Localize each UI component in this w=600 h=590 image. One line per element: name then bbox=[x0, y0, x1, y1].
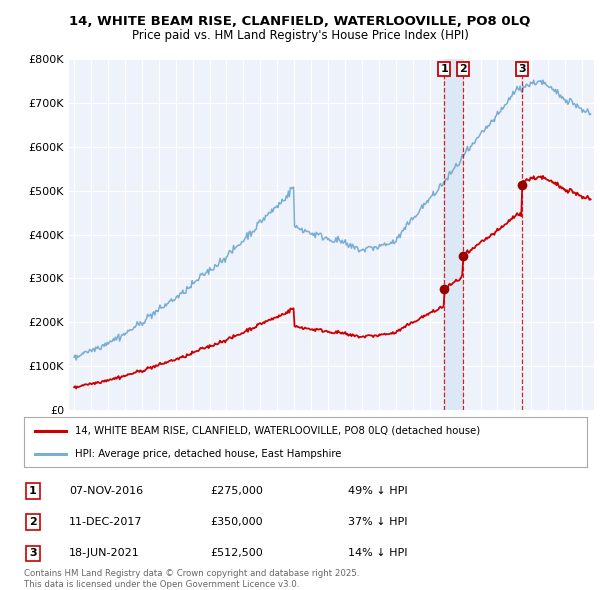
Text: £512,500: £512,500 bbox=[210, 549, 263, 558]
Text: Contains HM Land Registry data © Crown copyright and database right 2025.
This d: Contains HM Land Registry data © Crown c… bbox=[24, 569, 359, 589]
Text: 37% ↓ HPI: 37% ↓ HPI bbox=[348, 517, 407, 527]
Text: £275,000: £275,000 bbox=[210, 486, 263, 496]
Text: 3: 3 bbox=[518, 64, 526, 74]
Text: HPI: Average price, detached house, East Hampshire: HPI: Average price, detached house, East… bbox=[74, 449, 341, 459]
Text: 1: 1 bbox=[440, 64, 448, 74]
Text: 14% ↓ HPI: 14% ↓ HPI bbox=[348, 549, 407, 558]
Text: 2: 2 bbox=[29, 517, 37, 527]
Text: 14, WHITE BEAM RISE, CLANFIELD, WATERLOOVILLE, PO8 0LQ: 14, WHITE BEAM RISE, CLANFIELD, WATERLOO… bbox=[70, 15, 530, 28]
Text: Price paid vs. HM Land Registry's House Price Index (HPI): Price paid vs. HM Land Registry's House … bbox=[131, 29, 469, 42]
Text: 07-NOV-2016: 07-NOV-2016 bbox=[69, 486, 143, 496]
Text: £350,000: £350,000 bbox=[210, 517, 263, 527]
Bar bbox=[444, 59, 463, 410]
Text: 14, WHITE BEAM RISE, CLANFIELD, WATERLOOVILLE, PO8 0LQ (detached house): 14, WHITE BEAM RISE, CLANFIELD, WATERLOO… bbox=[74, 425, 480, 435]
Text: 49% ↓ HPI: 49% ↓ HPI bbox=[348, 486, 407, 496]
Text: 1: 1 bbox=[29, 486, 37, 496]
Text: 18-JUN-2021: 18-JUN-2021 bbox=[69, 549, 140, 558]
Text: 3: 3 bbox=[29, 549, 37, 558]
Text: 2: 2 bbox=[459, 64, 467, 74]
Text: 11-DEC-2017: 11-DEC-2017 bbox=[69, 517, 143, 527]
